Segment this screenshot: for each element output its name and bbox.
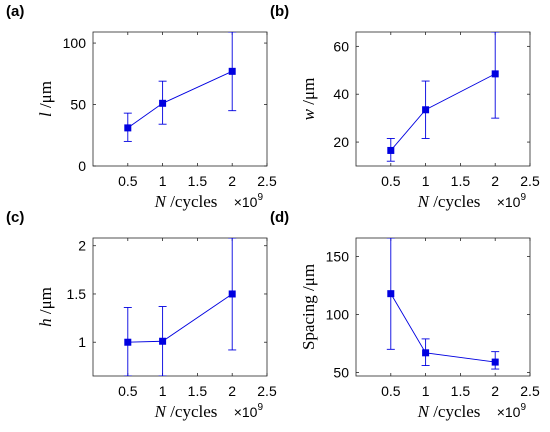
data-layer: [123, 32, 237, 142]
data-point: [124, 124, 132, 132]
series-line: [127, 293, 233, 343]
plot-frame: [355, 237, 531, 377]
data-point: [387, 146, 395, 154]
plot-frame: [355, 31, 531, 167]
y-tick-label: 50: [333, 365, 349, 381]
y-tick-label: 1.5: [67, 286, 87, 302]
data-layer: [386, 238, 500, 370]
x-tick-label: 2: [228, 383, 236, 399]
x-tick-label: 0.5: [381, 173, 401, 189]
data-point: [491, 358, 499, 366]
x-axis-label: N /cycles: [154, 192, 218, 211]
chart-panel: (d) 0.5 1 1.5 2 2.5 50 100 150 N /cycles ×109 Spaci…: [270, 209, 540, 421]
data-point: [491, 70, 499, 78]
x-tick-label: 1: [159, 383, 167, 399]
chart-panel: (c) 0.5 1 1.5 2 2.5 1 1.5 2 N /cycles ×109 h /μm: [6, 209, 277, 421]
data-point: [422, 349, 430, 357]
y-tick-label: 150: [326, 249, 350, 265]
x-tick-label: 1.5: [188, 173, 208, 189]
chart-panel: (b) 0.5 1 1.5 2 2.5 20 40 60 N /cycles ×109 w /μm: [270, 3, 540, 211]
data-point: [159, 337, 167, 345]
x-axis-label: N /cycles: [417, 192, 481, 211]
series-line: [390, 73, 496, 151]
y-tick-label: 20: [333, 134, 349, 150]
y-tick-label: 0: [78, 158, 86, 174]
y-tick-label: 100: [63, 35, 87, 51]
x-tick-label: 1.5: [188, 383, 208, 399]
x-tick-label: 1.5: [451, 173, 471, 189]
panel-letter: (b): [270, 3, 289, 20]
x-tick-label: 1: [422, 383, 430, 399]
x-tick-label: 1: [422, 173, 430, 189]
panel-letter: (a): [6, 3, 24, 20]
data-point: [422, 106, 430, 114]
y-tick-label: 1: [78, 334, 86, 350]
y-tick-label: 40: [333, 86, 349, 102]
x-tick-label: 1: [159, 173, 167, 189]
data-point: [124, 338, 132, 346]
x-axis-label: N /cycles: [417, 402, 481, 421]
plot-frame: [92, 237, 268, 377]
x-tick-label: 2.5: [257, 173, 277, 189]
y-axis-label: w /μm: [299, 78, 318, 121]
x-exponent-label: ×109: [497, 402, 527, 420]
y-tick-label: 100: [326, 307, 350, 323]
y-tick-label: 2: [78, 238, 86, 254]
x-tick-label: 1.5: [451, 383, 471, 399]
x-tick-label: 2.5: [520, 383, 540, 399]
y-tick-label: 60: [333, 38, 349, 54]
data-layer: [123, 238, 237, 376]
x-exponent-label: ×109: [497, 192, 527, 210]
panel-letter: (d): [270, 209, 289, 226]
data-layer: [386, 32, 500, 162]
x-tick-label: 0.5: [118, 173, 138, 189]
chart-panel: (a) 0.5 1 1.5 2 2.5 0 50 100 N /cycles ×109 l /μm: [6, 3, 277, 211]
y-axis-label: l /μm: [36, 81, 55, 117]
panel-letter: (c): [6, 209, 24, 226]
plot-frame: [92, 31, 268, 167]
y-axis-label: h /μm: [36, 287, 55, 327]
data-point: [228, 290, 236, 298]
x-tick-label: 0.5: [381, 383, 401, 399]
series-line: [127, 70, 233, 129]
y-axis-label: Spacing /μm: [299, 264, 318, 350]
data-point: [387, 290, 395, 298]
data-point: [159, 99, 167, 107]
x-tick-label: 2: [491, 383, 499, 399]
data-point: [228, 67, 236, 75]
x-tick-label: 2: [228, 173, 236, 189]
x-exponent-label: ×109: [234, 402, 264, 420]
x-tick-label: 2: [491, 173, 499, 189]
series-line: [390, 293, 496, 363]
x-exponent-label: ×109: [234, 192, 264, 210]
y-tick-label: 50: [70, 97, 86, 113]
x-axis-label: N /cycles: [154, 402, 218, 421]
x-tick-label: 2.5: [257, 383, 277, 399]
x-tick-label: 0.5: [118, 383, 138, 399]
x-tick-label: 2.5: [520, 173, 540, 189]
